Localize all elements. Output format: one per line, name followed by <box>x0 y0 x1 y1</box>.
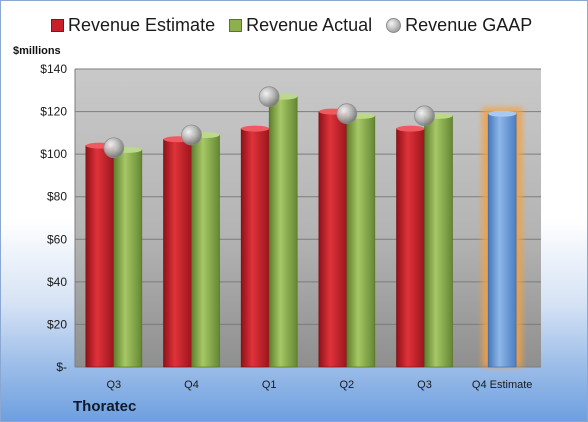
x-axis: Q3 Q4 Q1 Q2 Q3 Q4 Estimate <box>106 379 532 391</box>
x-tick-label: Q3 <box>417 379 432 391</box>
gaap-marker <box>181 124 202 146</box>
bar-revenue-actual <box>268 96 298 368</box>
x-tick-label: Q3 <box>106 379 121 391</box>
legend-label-actual: Revenue Actual <box>246 15 373 35</box>
plot-area <box>75 69 541 367</box>
bar-cap <box>241 125 270 132</box>
legend-label-gaap: Revenue GAAP <box>405 15 533 35</box>
legend-label-estimate: Revenue Estimate <box>68 15 216 35</box>
legend-item-actual: Revenue Actual <box>229 15 372 36</box>
gaap-marker <box>258 86 280 108</box>
bar-cap <box>396 125 425 132</box>
x-tick-label: Q1 <box>262 379 277 391</box>
bar-q4-estimate <box>487 113 517 368</box>
legend: Revenue Estimate Revenue Actual Revenue … <box>51 15 546 36</box>
legend-swatch-gaap <box>386 18 402 33</box>
bar-revenue-estimate <box>318 111 348 368</box>
y-tick-label: $120 <box>40 105 67 119</box>
company-name: Thoratec <box>73 398 137 415</box>
bar-revenue-estimate <box>85 145 115 368</box>
bars <box>85 93 523 368</box>
x-tick-label: Q2 <box>339 379 354 391</box>
bar-revenue-actual <box>424 115 453 368</box>
y-axis: $- $20 $40 $60 $80 $100 $120 $140 <box>40 62 76 374</box>
y-tick-label: $80 <box>47 190 67 204</box>
gaap-marker <box>336 103 358 125</box>
legend-swatch-actual <box>229 19 243 32</box>
gaap-marker <box>414 105 435 127</box>
x-tick-label: Q4 Estimate <box>472 379 533 391</box>
legend-item-gaap: Revenue GAAP <box>386 15 532 36</box>
bar-revenue-actual <box>191 134 220 368</box>
bar-revenue-estimate <box>240 128 270 368</box>
gaap-marker <box>103 137 125 159</box>
y-tick-label: $60 <box>47 232 67 246</box>
bar-revenue-estimate <box>396 128 425 368</box>
y-tick-label: $20 <box>47 317 67 331</box>
bar-revenue-estimate <box>163 138 192 368</box>
legend-item-estimate: Revenue Estimate <box>51 15 215 36</box>
x-tick-label: Q4 <box>184 379 199 391</box>
gaap-markers <box>103 86 435 159</box>
bar-revenue-actual <box>113 149 143 368</box>
gridlines <box>75 68 541 368</box>
y-tick-label: $- <box>56 360 67 374</box>
bar-revenue-actual <box>346 115 376 368</box>
legend-swatch-estimate <box>51 19 64 32</box>
bar-cap <box>488 110 517 117</box>
y-tick-label: $140 <box>40 62 67 76</box>
y-axis-unit-label: $millions <box>13 45 61 57</box>
y-tick-label: $40 <box>47 275 67 289</box>
y-tick-label: $100 <box>40 147 67 161</box>
